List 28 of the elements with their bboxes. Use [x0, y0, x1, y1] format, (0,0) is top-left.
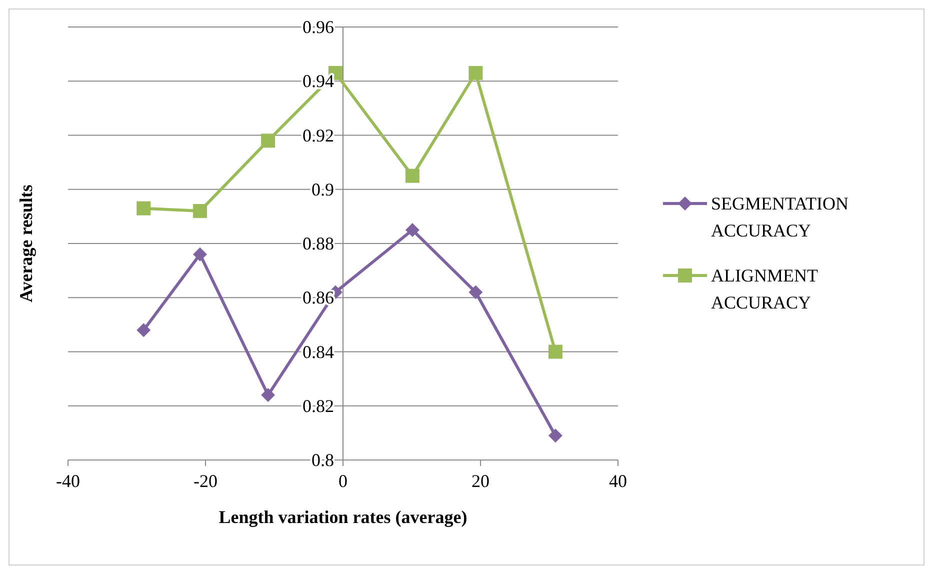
- x-tick-label: 20: [472, 471, 490, 491]
- y-tick-label: 0.8: [312, 450, 334, 470]
- point: [193, 204, 207, 218]
- point: [405, 222, 420, 237]
- legend-label: SEGMENTATION ACCURACY: [711, 194, 849, 240]
- x-tick-label: -40: [56, 471, 80, 491]
- x-tick-label: 40: [609, 471, 627, 491]
- y-tick-label: 0.82: [302, 396, 334, 416]
- x-axis-title: Length variation rates (average): [218, 507, 468, 527]
- y-tick-label: 0.88: [302, 234, 334, 254]
- y-tick-label: 0.9: [312, 179, 334, 200]
- y-tick-label: 0.96: [302, 17, 334, 37]
- point: [136, 323, 151, 338]
- point: [548, 428, 562, 443]
- point: [405, 168, 420, 183]
- y-tick-label: 0.92: [302, 125, 334, 146]
- x-tick-label: 0: [338, 471, 348, 491]
- point: [261, 388, 276, 402]
- point: [548, 344, 562, 359]
- point: [193, 247, 207, 262]
- x-tick-label: -20: [194, 471, 218, 491]
- legend-label: ALIGNMENT ACCURACY: [711, 266, 818, 312]
- point: [468, 285, 483, 300]
- point: [468, 66, 483, 80]
- y-axis-title: Average results: [16, 184, 36, 302]
- point: [261, 134, 276, 148]
- point: [136, 201, 151, 216]
- y-tick-label: 0.84: [302, 342, 334, 362]
